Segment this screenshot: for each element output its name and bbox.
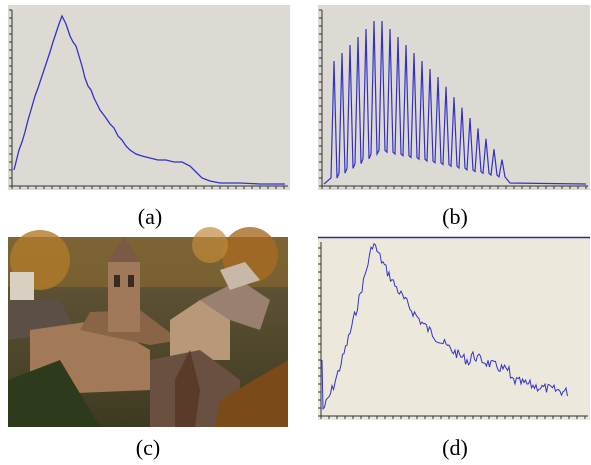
histogram-d	[318, 236, 590, 420]
histogram-a	[8, 5, 290, 190]
axes	[320, 242, 588, 417]
plot-background	[8, 5, 290, 190]
histogram-curve	[13, 14, 285, 185]
ticks	[318, 247, 586, 419]
ticks	[319, 9, 587, 189]
caption: (c)	[136, 435, 160, 460]
caption: (b)	[442, 204, 468, 229]
tick-marks	[318, 247, 586, 419]
tick-marks	[9, 9, 285, 189]
tick-marks	[319, 9, 587, 189]
photo	[8, 227, 288, 427]
histogram-curve	[321, 242, 568, 411]
caption: (a)	[138, 204, 162, 229]
histogram-b	[318, 5, 590, 190]
plot-background	[318, 237, 590, 420]
ticks	[9, 9, 285, 189]
histogram-curve	[323, 20, 587, 185]
caption: (d)	[442, 435, 468, 460]
